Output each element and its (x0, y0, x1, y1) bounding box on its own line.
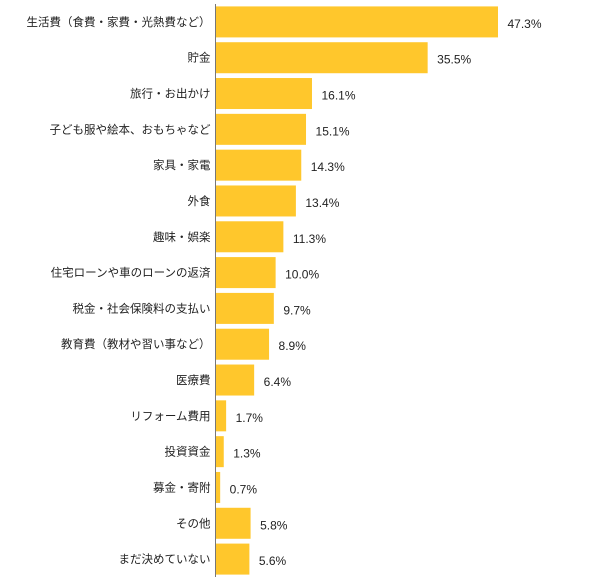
value-label: 10.0% (285, 268, 319, 282)
category-label: 募金・寄附 (153, 480, 211, 494)
bar (216, 507, 251, 539)
bar (216, 328, 270, 360)
bar (216, 471, 221, 503)
value-label: 1.7% (236, 411, 264, 425)
value-label: 11.3% (293, 232, 326, 246)
category-label: 住宅ローンや車のローンの返済 (51, 266, 211, 280)
category-label: 外食 (188, 194, 211, 208)
category-label: 生活費（食費・家費・光熱費など） (27, 15, 211, 29)
value-label: 0.7% (230, 482, 258, 496)
bar (216, 185, 296, 217)
category-label: 税金・社会保険料の支払い (73, 301, 211, 315)
value-label: 13.4% (305, 196, 339, 210)
category-label: 貯金 (188, 51, 211, 65)
bar (216, 292, 274, 324)
value-label: 15.1% (316, 124, 350, 138)
bar (216, 543, 250, 575)
bar (216, 221, 284, 253)
category-label: 家具・家電 (153, 158, 211, 172)
value-label: 47.3% (508, 17, 542, 31)
value-label: 1.3% (233, 447, 261, 461)
bar (216, 78, 312, 110)
category-label: 趣味・娯楽 (153, 230, 211, 244)
value-label: 8.9% (279, 339, 307, 353)
value-label: 6.4% (264, 375, 292, 389)
category-label: 子ども服や絵本、おもちゃなど (50, 122, 211, 136)
category-label: その他 (176, 516, 211, 530)
value-label: 5.8% (260, 518, 288, 532)
category-label: まだ決めていない (119, 552, 211, 566)
bar (216, 42, 428, 74)
category-label: 旅行・お出かけ (130, 87, 211, 101)
value-label: 16.1% (321, 89, 355, 103)
bar (216, 436, 224, 468)
value-label: 35.5% (437, 53, 471, 67)
bar (216, 113, 307, 145)
value-label: 14.3% (311, 160, 345, 174)
bar (216, 6, 498, 38)
category-label: 教育費（教材や習い事など） (61, 337, 211, 351)
bar (216, 400, 227, 432)
value-label: 5.6% (259, 554, 287, 568)
bar (216, 149, 302, 181)
category-label: 医療費 (176, 373, 211, 387)
value-label: 9.7% (283, 303, 311, 317)
category-label: 投資資金 (165, 445, 211, 459)
bar (216, 364, 255, 396)
bar (216, 257, 276, 289)
category-label: リフォーム費用 (130, 409, 210, 423)
